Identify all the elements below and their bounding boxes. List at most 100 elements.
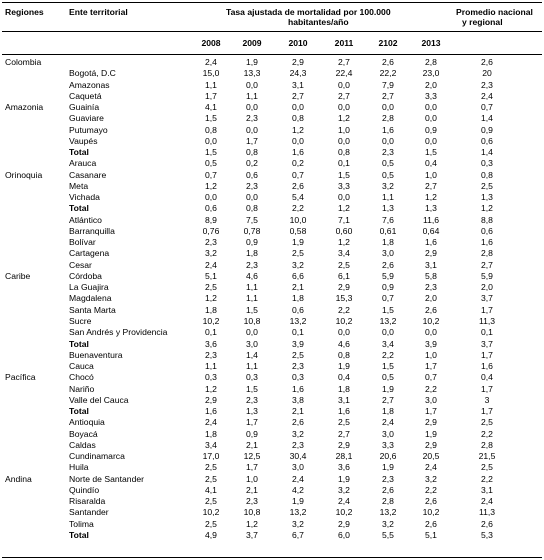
value-cell: 10,2 <box>335 315 353 326</box>
ente-label: Nariño <box>69 383 95 394</box>
region-label: Orinoquia <box>5 169 43 180</box>
ente-label: Guainía <box>69 102 100 113</box>
value-cell: 1,2 <box>205 180 217 191</box>
region-label: Caribe <box>5 270 31 281</box>
promedio-cell: 1,2 <box>481 203 493 214</box>
value-cell: 0,8 <box>246 147 258 158</box>
value-cell: 0,76 <box>202 225 220 236</box>
ente-label: Cesar <box>69 259 92 270</box>
value-cell: 28,1 <box>335 451 353 462</box>
value-cell: 7,1 <box>338 214 350 225</box>
value-cell: 3,7 <box>246 529 258 540</box>
value-cell: 1,2 <box>205 293 217 304</box>
value-cell: 2,9 <box>425 417 437 428</box>
value-cell: 0,5 <box>205 158 217 169</box>
value-cell: 1,8 <box>205 428 217 439</box>
value-cell: 3,2 <box>292 428 304 439</box>
value-cell: 3,3 <box>425 90 437 101</box>
value-cell: 0,5 <box>382 158 394 169</box>
value-cell: 2,6 <box>382 259 394 270</box>
value-cell: 2,3 <box>292 361 304 372</box>
value-cell: 13,3 <box>243 68 261 79</box>
value-cell: 1,8 <box>292 293 304 304</box>
value-cell: 1,8 <box>205 304 217 315</box>
value-cell: 1,8 <box>382 237 394 248</box>
promedio-cell: 2,5 <box>481 180 493 191</box>
value-cell: 3,9 <box>292 338 304 349</box>
promedio-cell: 1,4 <box>481 147 493 158</box>
value-cell: 6,7 <box>292 529 304 540</box>
value-cell: 3,0 <box>292 462 304 473</box>
ente-label: Tolima <box>69 518 94 529</box>
value-cell: 3,3 <box>382 439 394 450</box>
value-cell: 2,1 <box>246 439 258 450</box>
ente-label: Arauca <box>69 158 97 169</box>
value-cell: 0,7 <box>382 293 394 304</box>
value-cell: 13,2 <box>379 507 397 518</box>
ente-label: Magdalena <box>69 293 112 304</box>
ente-label: Meta <box>69 180 89 191</box>
ente-label: Vichada <box>69 192 100 203</box>
value-cell: 2,9 <box>292 57 304 67</box>
value-cell: 2,9 <box>425 439 437 450</box>
value-cell: 1,1 <box>246 90 258 101</box>
ente-label: Norte de Santander <box>69 473 145 484</box>
value-cell: 6,6 <box>292 270 304 281</box>
header-promedio-line1: Promedio nacional <box>456 7 533 17</box>
value-cell: 3,8 <box>292 394 304 405</box>
promedio-cell: 8,8 <box>481 214 493 225</box>
value-cell: 1,5 <box>205 113 217 124</box>
ente-label: Guaviare <box>69 113 104 124</box>
value-cell: 2,0 <box>425 79 437 90</box>
value-cell: 2,5 <box>205 473 217 484</box>
ente-label: Huila <box>69 462 89 473</box>
promedio-cell: 2,5 <box>481 462 493 473</box>
promedio-cell: 5,9 <box>481 270 493 281</box>
value-cell: 1,8 <box>382 406 394 417</box>
region-label: Pacífica <box>5 372 36 383</box>
value-cell: 1,6 <box>205 406 217 417</box>
value-cell: 2,5 <box>205 462 217 473</box>
value-cell: 1,9 <box>338 473 350 484</box>
ente-label: Caldas <box>69 439 96 450</box>
value-cell: 1,5 <box>382 304 394 315</box>
total-label: Total <box>69 529 89 540</box>
value-cell: 2,4 <box>382 417 394 428</box>
year-header-1: 2009 <box>242 38 262 48</box>
header-year-rule <box>2 31 542 32</box>
value-cell: 0,7 <box>292 169 304 180</box>
promedio-cell: 2,4 <box>481 496 493 507</box>
value-cell: 1,4 <box>246 349 258 360</box>
value-cell: 3,6 <box>338 462 350 473</box>
value-cell: 2,3 <box>205 349 217 360</box>
value-cell: 0,0 <box>425 135 437 146</box>
value-cell: 1,1 <box>246 282 258 293</box>
value-cell: 1,5 <box>246 304 258 315</box>
value-cell: 3,0 <box>382 248 394 259</box>
value-cell: 2,9 <box>338 439 350 450</box>
promedio-cell: 0,1 <box>481 327 493 338</box>
value-cell: 1,2 <box>292 124 304 135</box>
value-cell: 1,1 <box>246 361 258 372</box>
promedio-cell: 1,7 <box>481 349 493 360</box>
value-cell: 1,2 <box>338 237 350 248</box>
value-cell: 1,3 <box>382 203 394 214</box>
ente-label: Casanare <box>69 169 107 180</box>
promedio-cell: 2,6 <box>481 518 493 529</box>
value-cell: 5,1 <box>205 270 217 281</box>
year-header-0: 2008 <box>201 38 221 48</box>
value-cell: 3,2 <box>382 180 394 191</box>
value-cell: 0,0 <box>382 135 394 146</box>
value-cell: 11,6 <box>422 214 440 225</box>
header-tasa-line2: habitantes/año <box>288 17 349 27</box>
ente-label: Antioquia <box>69 417 105 428</box>
value-cell: 1,9 <box>338 361 350 372</box>
year-header-2: 2010 <box>288 38 308 48</box>
value-cell: 0,8 <box>292 113 304 124</box>
value-cell: 3,1 <box>292 79 304 90</box>
value-cell: 1,2 <box>425 192 437 203</box>
value-cell: 2,7 <box>292 90 304 101</box>
value-cell: 8,9 <box>205 214 217 225</box>
promedio-cell: 2,5 <box>481 417 493 428</box>
value-cell: 2,3 <box>246 113 258 124</box>
